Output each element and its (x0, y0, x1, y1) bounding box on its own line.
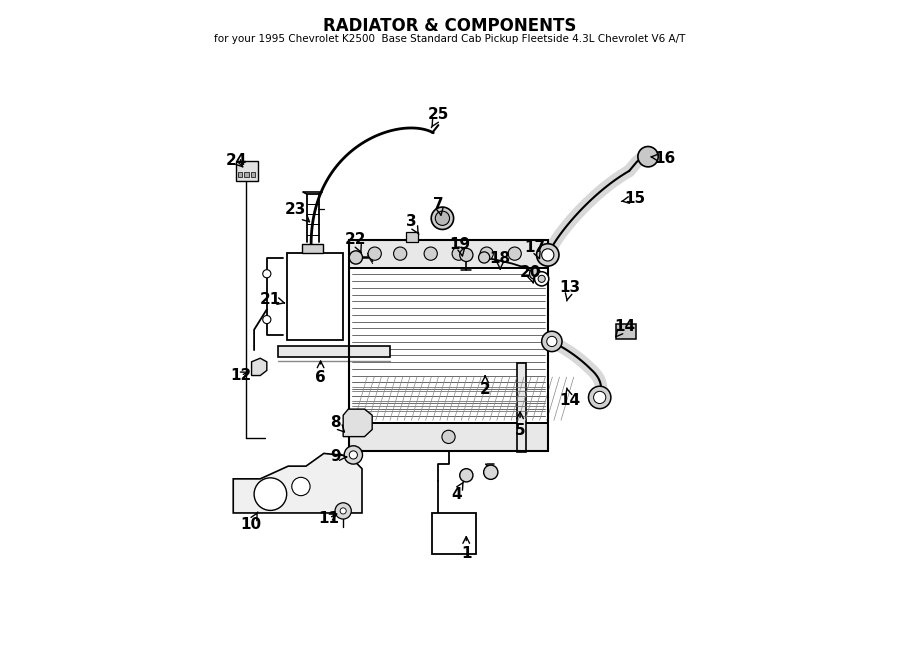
Circle shape (589, 386, 611, 408)
Polygon shape (252, 358, 266, 375)
Bar (616, 324, 635, 339)
Bar (238, 172, 242, 177)
Circle shape (480, 247, 493, 260)
Text: 3: 3 (406, 214, 419, 235)
Circle shape (452, 247, 465, 260)
Circle shape (349, 251, 363, 264)
Bar (245, 172, 248, 177)
Text: 20: 20 (519, 265, 541, 283)
Circle shape (547, 336, 557, 346)
Text: 17: 17 (525, 240, 545, 258)
Text: 6: 6 (315, 361, 326, 385)
Text: 4: 4 (451, 481, 464, 502)
Bar (278, 346, 390, 357)
Text: 14: 14 (560, 388, 580, 408)
Circle shape (424, 247, 437, 260)
Text: 2: 2 (480, 376, 491, 397)
Bar (349, 240, 548, 451)
Text: 7: 7 (434, 196, 444, 215)
Polygon shape (237, 161, 257, 181)
Circle shape (368, 247, 382, 260)
Text: RADIATOR & COMPONENTS: RADIATOR & COMPONENTS (323, 17, 577, 34)
Bar (518, 363, 526, 452)
Circle shape (460, 249, 473, 262)
Circle shape (344, 446, 363, 464)
Circle shape (393, 247, 407, 260)
Circle shape (535, 272, 549, 286)
Text: 9: 9 (330, 449, 346, 465)
Circle shape (442, 430, 455, 444)
Circle shape (263, 315, 271, 324)
Text: 8: 8 (330, 415, 345, 432)
Text: 10: 10 (240, 512, 261, 532)
Bar (302, 244, 323, 253)
Circle shape (536, 244, 559, 266)
Circle shape (529, 268, 541, 280)
Circle shape (538, 275, 545, 282)
Circle shape (460, 469, 473, 482)
Text: 12: 12 (230, 368, 251, 383)
Text: 14: 14 (615, 319, 635, 337)
Text: 19: 19 (450, 237, 471, 256)
Bar (432, 513, 475, 554)
Circle shape (542, 331, 562, 352)
Text: 21: 21 (260, 292, 284, 307)
Circle shape (340, 508, 346, 514)
Circle shape (254, 478, 287, 510)
Bar (349, 240, 548, 268)
Circle shape (483, 465, 498, 479)
Text: 18: 18 (490, 251, 510, 269)
Text: 16: 16 (651, 151, 675, 166)
Text: 23: 23 (285, 202, 310, 222)
Circle shape (431, 207, 454, 229)
Circle shape (638, 147, 658, 167)
Circle shape (479, 252, 490, 263)
Text: 24: 24 (226, 153, 248, 169)
Polygon shape (343, 409, 373, 437)
Text: for your 1995 Chevrolet K2500  Base Standard Cab Pickup Fleetside 4.3L Chevrolet: for your 1995 Chevrolet K2500 Base Stand… (214, 34, 686, 44)
Circle shape (508, 247, 521, 260)
Circle shape (436, 211, 449, 225)
Bar (406, 232, 418, 242)
Circle shape (335, 503, 351, 519)
Polygon shape (233, 453, 362, 513)
Text: 15: 15 (621, 192, 645, 206)
Bar (349, 240, 548, 451)
Circle shape (292, 477, 310, 496)
Bar (250, 172, 255, 177)
Bar (349, 423, 548, 451)
Text: 1: 1 (461, 537, 472, 561)
Text: 13: 13 (560, 280, 580, 301)
Text: 25: 25 (428, 108, 449, 128)
Text: 11: 11 (319, 510, 339, 525)
Circle shape (594, 391, 606, 403)
Circle shape (542, 249, 554, 261)
Circle shape (263, 270, 271, 278)
Bar (287, 253, 343, 340)
Text: 22: 22 (345, 232, 366, 253)
Text: 5: 5 (515, 412, 526, 438)
Circle shape (349, 451, 357, 459)
